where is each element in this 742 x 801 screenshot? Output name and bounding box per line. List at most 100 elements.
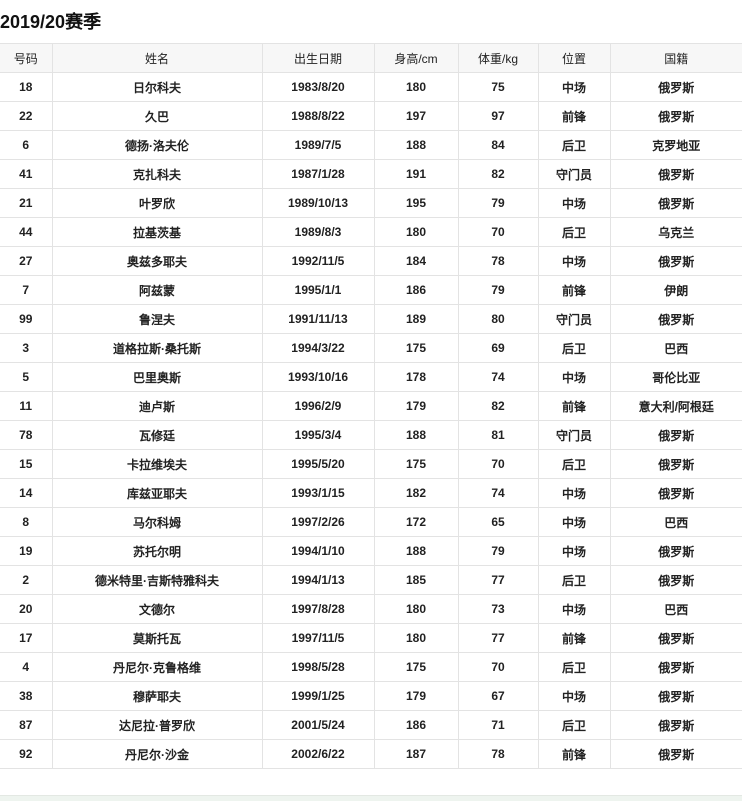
table-row: 14 库兹亚耶夫 1993/1/15 182 74 中场 俄罗斯 <box>0 478 742 508</box>
cell-birthdate: 1989/8/3 <box>261 217 375 247</box>
cell-birthdate: 1989/10/13 <box>261 188 375 218</box>
cell-nationality: 哥伦比亚 <box>609 362 742 392</box>
cell-birthdate: 1994/1/13 <box>261 565 375 595</box>
cell-position: 前锋 <box>537 275 611 305</box>
cell-height: 175 <box>373 449 459 479</box>
table-row: 4 丹尼尔·克鲁格维 1998/5/28 175 70 后卫 俄罗斯 <box>0 652 742 682</box>
cell-nationality: 俄罗斯 <box>609 623 742 653</box>
cell-height: 197 <box>373 101 459 131</box>
cell-name: 德扬·洛夫伦 <box>51 130 263 160</box>
header-height: 身高/cm <box>373 43 459 73</box>
table-row: 7 阿兹蒙 1995/1/1 186 79 前锋 伊朗 <box>0 275 742 305</box>
table-row: 17 莫斯托瓦 1997/11/5 180 77 前锋 俄罗斯 <box>0 623 742 653</box>
cell-weight: 82 <box>457 391 539 421</box>
cell-name: 叶罗欣 <box>51 188 263 218</box>
table-row: 19 苏托尔明 1994/1/10 188 79 中场 俄罗斯 <box>0 536 742 566</box>
cell-birthdate: 1992/11/5 <box>261 246 375 276</box>
table-row: 41 克扎科夫 1987/1/28 191 82 守门员 俄罗斯 <box>0 159 742 189</box>
cell-birthdate: 1995/1/1 <box>261 275 375 305</box>
cell-height: 182 <box>373 478 459 508</box>
cell-height: 188 <box>373 420 459 450</box>
cell-nationality: 巴西 <box>609 507 742 537</box>
cell-nationality: 意大利/阿根廷 <box>609 391 742 421</box>
cell-weight: 71 <box>457 710 539 740</box>
cell-weight: 82 <box>457 159 539 189</box>
cell-birthdate: 1993/1/15 <box>261 478 375 508</box>
header-birthdate: 出生日期 <box>261 43 375 73</box>
table-row: 2 德米特里·吉斯特雅科夫 1994/1/13 185 77 后卫 俄罗斯 <box>0 565 742 595</box>
cell-weight: 80 <box>457 304 539 334</box>
cell-weight: 70 <box>457 217 539 247</box>
table-row: 8 马尔科姆 1997/2/26 172 65 中场 巴西 <box>0 507 742 537</box>
cell-weight: 74 <box>457 478 539 508</box>
cell-number: 92 <box>0 739 53 769</box>
cell-birthdate: 2002/6/22 <box>261 739 375 769</box>
cell-birthdate: 1987/1/28 <box>261 159 375 189</box>
table-row: 18 日尔科夫 1983/8/20 180 75 中场 俄罗斯 <box>0 72 742 102</box>
cell-weight: 79 <box>457 188 539 218</box>
cell-position: 中场 <box>537 478 611 508</box>
header-position: 位置 <box>537 43 611 73</box>
cell-nationality: 俄罗斯 <box>609 159 742 189</box>
cell-name: 达尼拉·普罗欣 <box>51 710 263 740</box>
cell-weight: 79 <box>457 536 539 566</box>
table-row: 21 叶罗欣 1989/10/13 195 79 中场 俄罗斯 <box>0 188 742 218</box>
cell-weight: 65 <box>457 507 539 537</box>
cell-birthdate: 1993/10/16 <box>261 362 375 392</box>
header-name: 姓名 <box>51 43 263 73</box>
cell-name: 克扎科夫 <box>51 159 263 189</box>
roster-table: 号码 姓名 出生日期 身高/cm 体重/kg 位置 国籍 18 日尔科夫 1983/… <box>0 43 742 769</box>
cell-height: 178 <box>373 362 459 392</box>
cell-name: 瓦修廷 <box>51 420 263 450</box>
cell-name: 德米特里·吉斯特雅科夫 <box>51 565 263 595</box>
cell-height: 188 <box>373 536 459 566</box>
cell-birthdate: 1999/1/25 <box>261 681 375 711</box>
cell-position: 后卫 <box>537 710 611 740</box>
cell-height: 184 <box>373 246 459 276</box>
cell-number: 7 <box>0 275 53 305</box>
cell-name: 鲁涅夫 <box>51 304 263 334</box>
cell-number: 21 <box>0 188 53 218</box>
cell-weight: 84 <box>457 130 539 160</box>
cell-weight: 77 <box>457 623 539 653</box>
cell-nationality: 克罗地亚 <box>609 130 742 160</box>
cell-name: 莫斯托瓦 <box>51 623 263 653</box>
cell-number: 8 <box>0 507 53 537</box>
cell-nationality: 俄罗斯 <box>609 536 742 566</box>
cell-birthdate: 1995/3/4 <box>261 420 375 450</box>
cell-name: 迪卢斯 <box>51 391 263 421</box>
cell-weight: 75 <box>457 72 539 102</box>
table-row: 15 卡拉维埃夫 1995/5/20 175 70 后卫 俄罗斯 <box>0 449 742 479</box>
cell-position: 前锋 <box>537 101 611 131</box>
cell-weight: 97 <box>457 101 539 131</box>
cell-nationality: 伊朗 <box>609 275 742 305</box>
table-row: 3 道格拉斯·桑托斯 1994/3/22 175 69 后卫 巴西 <box>0 333 742 363</box>
cell-height: 180 <box>373 72 459 102</box>
table-row: 5 巴里奥斯 1993/10/16 178 74 中场 哥伦比亚 <box>0 362 742 392</box>
table-row: 78 瓦修廷 1995/3/4 188 81 守门员 俄罗斯 <box>0 420 742 450</box>
cell-nationality: 俄罗斯 <box>609 188 742 218</box>
cell-height: 179 <box>373 391 459 421</box>
cell-nationality: 俄罗斯 <box>609 478 742 508</box>
cell-height: 186 <box>373 710 459 740</box>
cell-birthdate: 1989/7/5 <box>261 130 375 160</box>
cell-weight: 70 <box>457 449 539 479</box>
cell-height: 180 <box>373 623 459 653</box>
cell-name: 文德尔 <box>51 594 263 624</box>
cell-weight: 67 <box>457 681 539 711</box>
cell-weight: 70 <box>457 652 539 682</box>
cell-name: 拉基茨基 <box>51 217 263 247</box>
table-row: 92 丹尼尔·沙金 2002/6/22 187 78 前锋 俄罗斯 <box>0 739 742 769</box>
table-row: 87 达尼拉·普罗欣 2001/5/24 186 71 后卫 俄罗斯 <box>0 710 742 740</box>
cell-name: 阿兹蒙 <box>51 275 263 305</box>
table-row: 11 迪卢斯 1996/2/9 179 82 前锋 意大利/阿根廷 <box>0 391 742 421</box>
cell-weight: 78 <box>457 246 539 276</box>
cell-number: 19 <box>0 536 53 566</box>
table-header-row: 号码 姓名 出生日期 身高/cm 体重/kg 位置 国籍 <box>0 43 742 73</box>
table-row: 22 久巴 1988/8/22 197 97 前锋 俄罗斯 <box>0 101 742 131</box>
cell-nationality: 俄罗斯 <box>609 304 742 334</box>
cell-position: 前锋 <box>537 391 611 421</box>
table-row: 6 德扬·洛夫伦 1989/7/5 188 84 后卫 克罗地亚 <box>0 130 742 160</box>
cell-birthdate: 1994/3/22 <box>261 333 375 363</box>
cell-position: 后卫 <box>537 130 611 160</box>
